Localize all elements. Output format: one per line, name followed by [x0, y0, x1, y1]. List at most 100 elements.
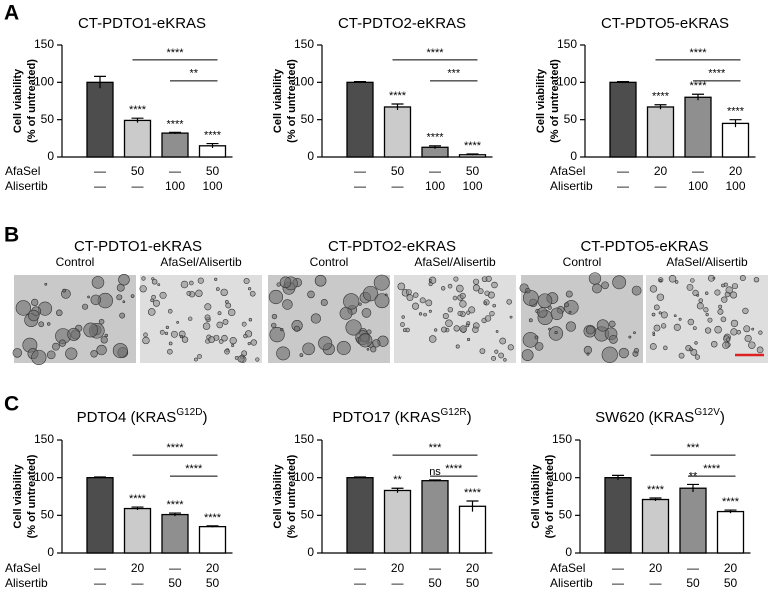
significance: ** [393, 474, 402, 486]
treatment-dose: — [612, 561, 624, 575]
organoid [65, 347, 78, 360]
organoid [228, 308, 236, 317]
organoid [592, 283, 602, 294]
significance: **** [166, 499, 184, 511]
y-axis-label: (% of untreated) [549, 59, 561, 143]
error-bar [649, 497, 662, 502]
treatment-dose: — [650, 576, 662, 590]
organoid [674, 280, 679, 284]
organoid [197, 354, 202, 359]
y-tick-label: 150 [34, 37, 54, 51]
organoid [276, 346, 291, 361]
organoid [47, 322, 51, 326]
panel-label: B [4, 224, 19, 247]
organoid [534, 341, 544, 351]
error-bar [354, 80, 366, 84]
organoid [302, 342, 315, 356]
treatment-dose: 20 [654, 164, 668, 178]
organoid [696, 293, 700, 297]
error-bar [169, 512, 181, 517]
organoid [601, 281, 609, 290]
organoid [466, 337, 471, 342]
organoid [139, 285, 147, 293]
organoid [218, 339, 224, 344]
title-part: G12R [440, 407, 466, 418]
organoid [164, 331, 169, 335]
comparison-label: **** [703, 463, 721, 475]
treatment-dose: 20 [131, 561, 145, 575]
organoid [565, 321, 577, 332]
organoid [465, 323, 470, 328]
organoid [170, 330, 178, 338]
treatment-dose: — [429, 561, 441, 575]
error-bar [169, 131, 181, 134]
organoid [678, 352, 685, 359]
treatment-dose: — [94, 164, 106, 178]
organoid [663, 345, 668, 351]
y-tick-label: 0 [307, 545, 314, 559]
chart-title: PDTO4 (KRASG12D) [77, 407, 208, 426]
organoid [631, 285, 642, 296]
organoid [509, 315, 513, 319]
bar [646, 106, 675, 158]
organoid [82, 303, 89, 310]
organoid [489, 310, 495, 317]
organoid [122, 300, 126, 304]
significance: **** [464, 140, 482, 152]
bar [198, 525, 227, 554]
organoid [441, 326, 447, 333]
treatment-dose: — [692, 164, 704, 178]
significance: **** [204, 129, 222, 141]
image-label: AfaSel/Alisertib [160, 255, 242, 269]
significance: **** [426, 132, 444, 144]
organoid [151, 294, 156, 300]
organoid [730, 319, 739, 328]
organoid [717, 308, 724, 315]
treatment-dose: — [687, 561, 699, 575]
organoid [756, 346, 764, 354]
title-part: SW620 (KRAS [595, 409, 694, 426]
title-part: CT-PDTO1-eKRAS [78, 15, 206, 32]
organoid [46, 350, 56, 360]
organoid [521, 349, 534, 362]
significance: ns [429, 466, 441, 478]
treatment-dose: — [132, 576, 144, 590]
chart-title: CT-PDTO1-eKRAS [78, 15, 206, 32]
organoid [31, 298, 39, 307]
error-bar [466, 500, 479, 512]
organoid [660, 311, 668, 319]
significance: **** [129, 104, 147, 116]
organoid [98, 318, 105, 325]
treatment-dose: 50 [206, 576, 220, 590]
chart-title: CT-PDTO5-eKRAS [601, 15, 729, 32]
organoid [247, 342, 251, 346]
organoid [690, 348, 698, 356]
organoid [586, 352, 590, 356]
treatment-dose: 50 [686, 576, 700, 590]
treatment-dose: 100 [202, 179, 222, 193]
treatment-name: Alisertib [5, 179, 48, 193]
treatment-dose: 20 [466, 561, 480, 575]
error-bar [206, 142, 219, 149]
error-bar [692, 93, 704, 101]
significance: **** [647, 484, 665, 496]
organoid [499, 337, 507, 345]
organoid [282, 299, 293, 310]
image-group-title: CT-PDTO2-eKRAS [328, 238, 456, 255]
y-axis-label: Cell viability [272, 464, 284, 529]
organoid [588, 272, 602, 285]
organoid [705, 313, 709, 317]
organoid [653, 304, 660, 311]
organoid [208, 336, 215, 343]
organoid [96, 344, 107, 356]
comparison-label: **** [166, 442, 184, 454]
title-part: CT-PDTO5-eKRAS [601, 15, 729, 32]
organoid [484, 290, 490, 296]
treatment-dose: — [94, 561, 106, 575]
organoid [91, 276, 105, 289]
image-group-title: CT-PDTO1-eKRAS [74, 238, 202, 255]
bar [86, 81, 114, 158]
treatment-dose: — [429, 164, 441, 178]
image-label: AfaSel/Alisertib [666, 255, 748, 269]
organoid [687, 318, 695, 326]
